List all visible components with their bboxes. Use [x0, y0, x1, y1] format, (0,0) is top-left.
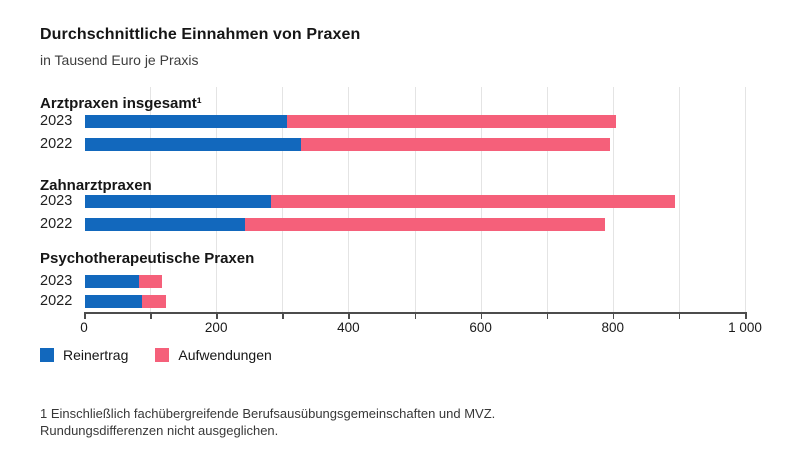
bar-segment-aufwendungen [270, 195, 675, 208]
x-axis-label-400: 400 [337, 320, 360, 335]
year-label-2023: 2023 [40, 193, 73, 209]
footnote-line-1: 1 Einschließlich fachübergreifende Beruf… [40, 406, 496, 421]
year-label-2022: 2022 [40, 136, 73, 152]
x-axis-tick-100 [150, 313, 152, 319]
gridline-900 [678, 87, 680, 312]
x-axis-tick-900 [678, 313, 681, 319]
legend-swatch-aufwendungen [155, 348, 170, 362]
bar-2022 [85, 138, 610, 151]
group-label: Psychotherapeutische Praxen [40, 250, 255, 267]
x-axis-label-800: 800 [601, 320, 625, 335]
bar-2023 [85, 115, 616, 128]
chart-title: Durchschnittliche Einnahmen von Praxen [40, 26, 361, 43]
group-label: Arztpraxen insgesamt¹ [40, 95, 202, 112]
legend: Reinertrag Aufwendungen [40, 347, 272, 363]
footnote: 1 Einschließlich fachübergreifende Beruf… [40, 406, 495, 439]
legend-swatch-reinertrag [40, 348, 54, 362]
bar-segment-aufwendungen [287, 115, 616, 128]
stacked-bar-chart: 0 200 400 600 800 1 000 Arztpraxen insgesamt¹ 2… [40, 87, 762, 335]
bar-segment-reinertrag [85, 138, 302, 151]
x-axis-tick-400 [348, 313, 350, 319]
bar-segment-reinertrag [85, 218, 245, 231]
bar-segment-aufwendungen [244, 218, 606, 231]
group-label: Zahnarztpraxen [40, 177, 152, 194]
x-axis-tick-800 [612, 313, 615, 319]
bar-2023 [85, 275, 163, 288]
year-label-2023: 2023 [40, 273, 73, 289]
bar-segment-aufwendungen [301, 138, 610, 151]
bar-segment-aufwendungen [141, 295, 166, 308]
x-axis-label-200: 200 [204, 320, 228, 335]
bar-2022 [85, 218, 606, 231]
bar-segment-aufwendungen [139, 275, 163, 288]
bar-2022 [85, 295, 166, 308]
bar-segment-reinertrag [85, 115, 288, 128]
legend-label-aufwendungen: Aufwendungen [178, 347, 272, 363]
bar-segment-reinertrag [85, 275, 140, 288]
bar-segment-reinertrag [85, 295, 142, 308]
year-label-2022: 2022 [40, 216, 73, 232]
x-axis-label-1000: 1 000 [728, 320, 762, 335]
chart-subtitle: in Tausend Euro je Praxis [40, 52, 199, 68]
x-axis-tick-0 [84, 313, 86, 319]
x-axis-tick-700 [546, 313, 549, 319]
x-axis-label-600: 600 [469, 320, 492, 335]
bar-2023 [85, 195, 675, 208]
gridline-1000 [745, 87, 746, 312]
x-axis-tick-200 [216, 313, 218, 319]
x-axis-tick-500 [414, 313, 416, 319]
x-axis-tick-1000 [745, 313, 747, 319]
year-label-2023: 2023 [40, 113, 73, 129]
legend-label-reinertrag: Reinertrag [63, 347, 129, 363]
x-axis-label-0: 0 [80, 320, 88, 335]
bar-segment-reinertrag [85, 195, 271, 208]
footnote-line-2: Rundungsdifferenzen nicht ausgeglichen. [40, 422, 279, 438]
year-label-2022: 2022 [40, 293, 73, 309]
x-axis-tick-600 [480, 313, 483, 319]
x-axis-tick-300 [282, 313, 284, 319]
